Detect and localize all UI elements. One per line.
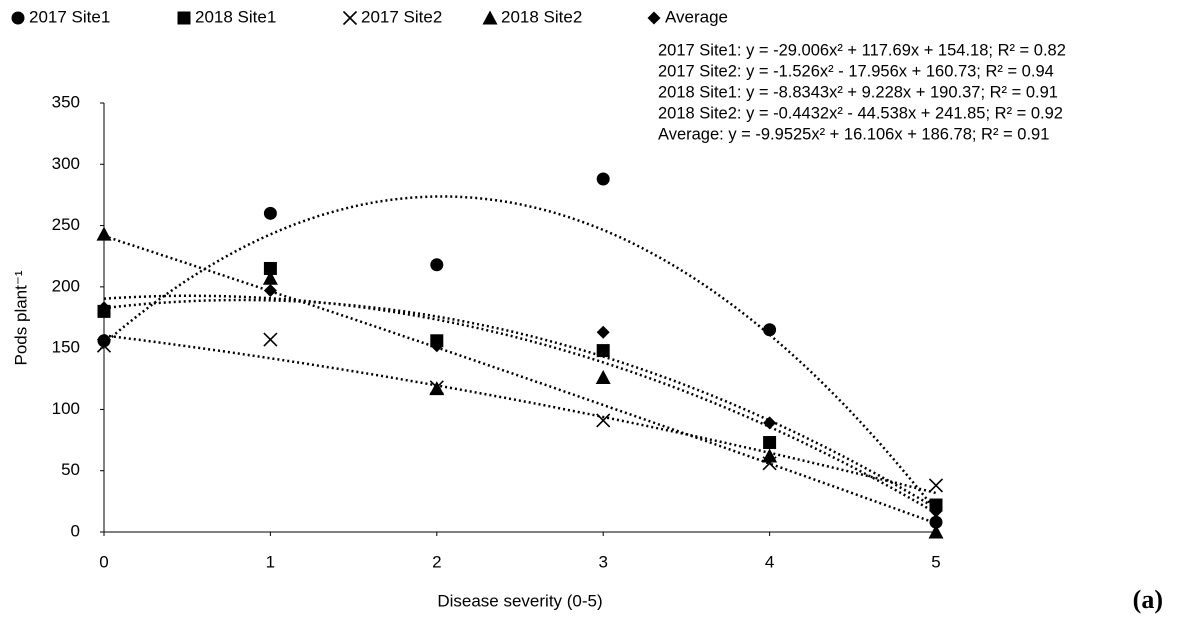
trendline: [103, 334, 937, 495]
point: [263, 206, 277, 220]
point: [596, 413, 611, 428]
trendline: [103, 298, 937, 510]
point: [762, 448, 778, 463]
point: [928, 478, 944, 493]
equation: 2017 Site2: y = -1.526x² - 17.956x + 160…: [658, 62, 1054, 80]
y-tick-label: 350: [52, 92, 80, 111]
point: [96, 226, 112, 241]
legend-label: 2018 Site2: [501, 7, 582, 26]
legend-marker: [177, 11, 191, 25]
x-tick-label: 2: [432, 552, 441, 571]
y-tick-label: 150: [52, 338, 80, 357]
point: [929, 515, 943, 529]
point: [430, 339, 444, 353]
point: [596, 344, 610, 358]
y-tick-label: 50: [61, 460, 80, 479]
equation: 2018 Site2: y = -0.4432x² - 44.538x + 24…: [658, 104, 1063, 122]
point: [97, 301, 111, 315]
x-tick-label: 5: [931, 552, 940, 571]
point: [929, 504, 943, 518]
trendline: [103, 294, 937, 515]
y-tick-label: 200: [52, 276, 80, 295]
point: [763, 323, 777, 337]
point: [763, 416, 777, 430]
legend-label: 2018 Site1: [195, 7, 276, 26]
point: [596, 325, 610, 339]
y-tick-label: 250: [52, 215, 80, 234]
legend-label: Average: [665, 7, 728, 26]
point: [263, 284, 277, 298]
x-tick-label: 4: [765, 552, 774, 571]
point: [262, 270, 278, 285]
equation: Average: y = -9.9525x² + 16.106x + 186.7…: [658, 125, 1049, 143]
point: [595, 370, 611, 385]
x-tick-label: 0: [99, 552, 108, 571]
panel-label: (a): [1133, 585, 1163, 614]
equation: 2018 Site1: y = -8.8343x² + 9.228x + 190…: [658, 83, 1058, 101]
point: [97, 334, 111, 348]
y-tick-label: 300: [52, 154, 80, 173]
x-tick-label: 1: [266, 552, 275, 571]
y-tick-label: 100: [52, 399, 80, 418]
legend-marker: [647, 11, 661, 25]
legend-marker: [342, 10, 358, 26]
point: [763, 436, 777, 450]
point: [430, 258, 444, 272]
y-tick-label: 0: [71, 521, 80, 540]
point: [263, 332, 278, 347]
x-axis-title: Disease severity (0-5): [437, 591, 602, 610]
trendline: [103, 195, 937, 512]
y-axis-title: Pods plant⁻¹: [11, 270, 30, 365]
legend-marker: [482, 10, 498, 25]
trendline: [103, 234, 937, 525]
legend-marker: [11, 11, 25, 25]
legend-label: 2017 Site2: [361, 7, 442, 26]
equation: 2017 Site1: y = -29.006x² + 117.69x + 15…: [658, 41, 1066, 59]
legend-label: 2017 Site1: [29, 7, 110, 26]
point: [429, 381, 445, 396]
point: [596, 172, 610, 186]
point: [928, 524, 944, 539]
x-tick-label: 3: [598, 552, 607, 571]
point: [96, 338, 112, 353]
point: [263, 261, 277, 275]
